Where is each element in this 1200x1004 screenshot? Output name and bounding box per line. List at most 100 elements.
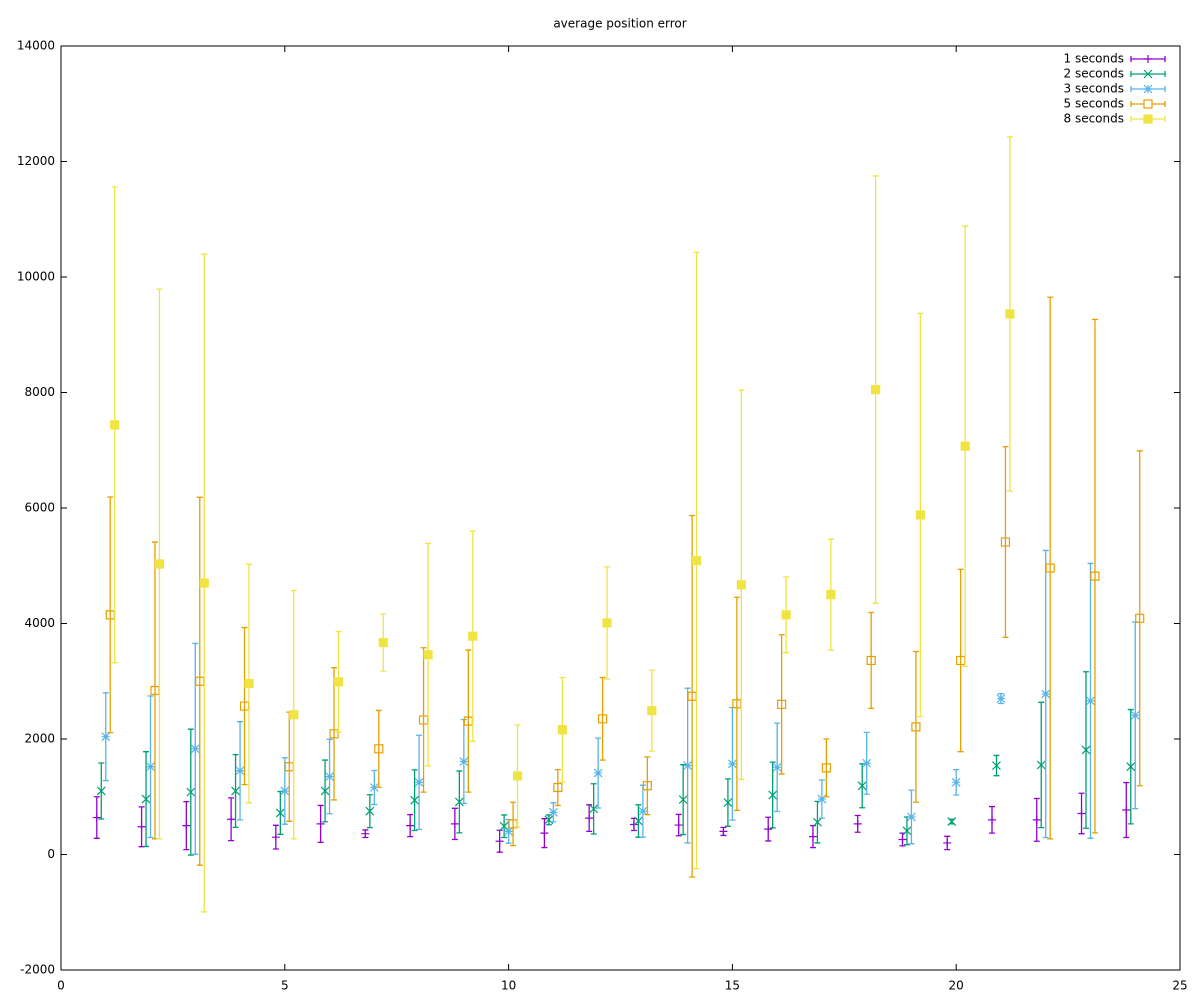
data-point [110,420,120,430]
error-bar [1091,318,1098,834]
error-bar [196,496,203,866]
error-bar [554,768,561,807]
data-point [1135,613,1145,623]
data-point [1130,710,1140,720]
data-point [1005,309,1015,319]
data-point [414,777,424,787]
y-tick-label: 6000 [24,501,55,515]
data-point [333,677,344,687]
data-point [768,790,778,800]
data-point [271,833,280,842]
data-point [495,837,504,846]
data-point [1126,762,1136,772]
data-point [813,817,822,827]
x-tick-label: 20 [949,979,964,993]
data-point [996,694,1006,703]
data-point [1077,809,1086,818]
data-point [227,815,236,824]
error-bar [420,647,427,793]
data-point [1090,571,1100,581]
data-point [329,729,339,739]
x-tick-label: 5 [281,979,289,993]
data-point [508,819,518,829]
y-tick-label: 0 [47,847,55,861]
data-point [898,835,907,844]
legend-label: 5 seconds [1064,97,1125,111]
x-tick-label: 15 [725,979,740,993]
y-tick-label: 4000 [24,616,55,630]
data-point [866,655,876,666]
data-point [280,786,290,796]
data-point [146,762,155,772]
data-point [504,826,514,836]
data-point [585,814,594,823]
data-point [1045,563,1055,573]
data-point [597,714,608,724]
data-point [512,771,523,781]
data-point [593,768,603,778]
legend-label: 8 seconds [1064,112,1125,126]
data-point [1081,745,1091,755]
error-bar [510,801,517,847]
data-point [853,819,862,828]
data-point [723,798,733,807]
error-bar [778,634,785,775]
data-point [808,832,817,841]
data-point [374,744,384,754]
error-bar [331,667,338,801]
x-tick-label: 0 [57,979,65,993]
data-point [1041,689,1051,699]
error-bar [957,568,964,753]
y-tick-label: -2000 [20,963,55,977]
error-bar [1136,450,1143,787]
data-point [459,757,469,766]
error-bar [107,496,114,734]
data-point [638,806,648,816]
data-point [540,829,549,838]
y-tick-label: 12000 [17,154,55,168]
data-point [826,590,836,600]
legend-marker [1143,84,1153,94]
data-point [1086,696,1095,706]
data-point [365,806,375,816]
legend-marker [1144,55,1152,63]
data-point [1000,537,1011,547]
data-point [92,813,101,822]
data-point [553,782,563,793]
data-point [602,618,612,628]
data-point [231,786,240,796]
error-bar [241,626,248,786]
data-point [589,804,599,814]
data-point [450,819,459,828]
data-point [642,781,652,791]
data-point [943,838,952,847]
data-point [911,722,921,732]
data-point [548,807,558,817]
error-bar [1002,446,1009,639]
data-point [633,816,643,826]
data-point [468,631,478,641]
data-point [777,699,787,709]
error-bar [823,738,830,798]
data-point [137,822,146,831]
error-bar [1047,296,1054,840]
data-point [316,819,325,828]
data-point [988,815,997,824]
x-tick-label: 25 [1172,979,1187,993]
error-bar [689,514,696,878]
y-tick-label: 10000 [17,270,55,284]
data-point [817,794,827,804]
data-point [378,637,388,648]
data-point [182,821,191,830]
error-bar [644,756,651,816]
data-point [244,678,254,689]
y-tick-label: 2000 [24,732,55,746]
data-point [361,829,370,838]
error-bar [868,611,875,710]
data-point [186,787,196,797]
data-point [727,759,737,769]
data-point [960,441,970,451]
data-point [691,555,702,566]
data-point [781,610,791,620]
